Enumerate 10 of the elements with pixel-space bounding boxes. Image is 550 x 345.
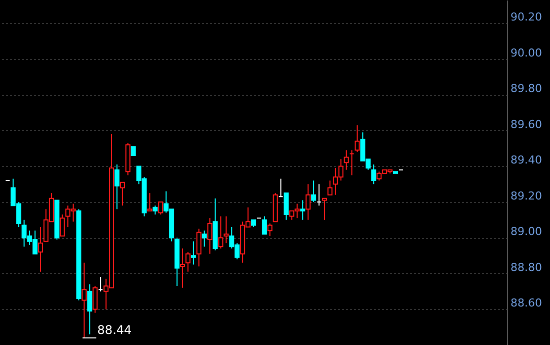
y-tick-label: 89.20 bbox=[510, 189, 542, 202]
y-tick-label: 89.60 bbox=[510, 118, 542, 131]
y-tick-label: 88.80 bbox=[510, 260, 542, 274]
y-tick-label: 90.20 bbox=[510, 10, 542, 24]
annotation: 88.44 bbox=[97, 322, 132, 337]
y-tick-label: 89.80 bbox=[510, 82, 542, 96]
y-tick-label: 90.00 bbox=[510, 46, 542, 60]
y-tick-label: 89.00 bbox=[510, 225, 542, 238]
y-tick-label: 89.40 bbox=[510, 154, 542, 167]
y-tick-label: 88.60 bbox=[510, 296, 542, 310]
